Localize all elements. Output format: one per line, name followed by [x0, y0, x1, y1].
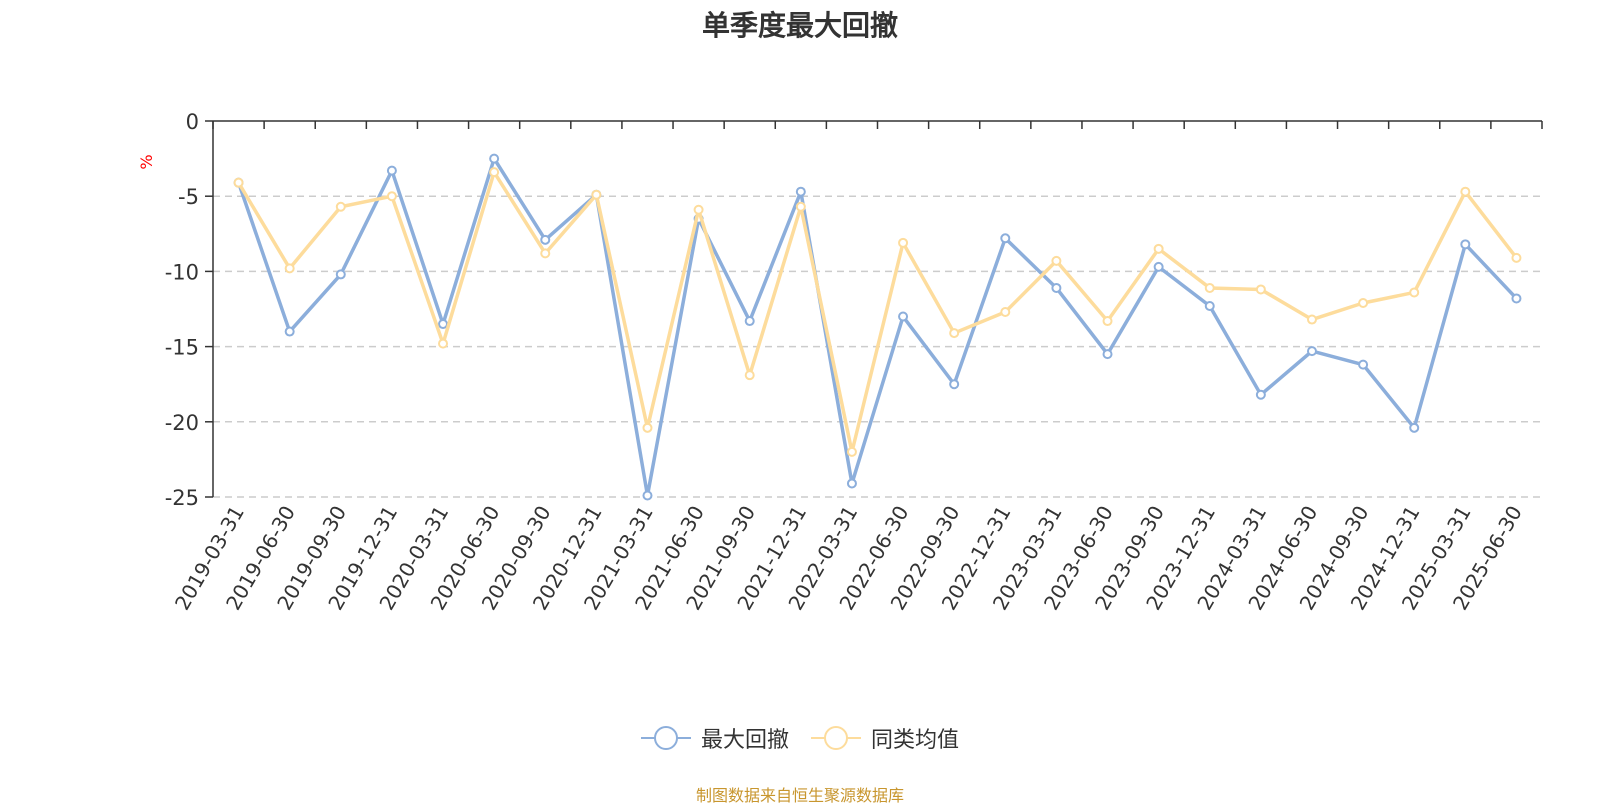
data-point [1204, 300, 1215, 311]
data-point [1255, 389, 1266, 400]
data-point [1358, 297, 1369, 308]
data-point [642, 490, 653, 501]
data-point [693, 204, 704, 215]
data-point [795, 201, 806, 212]
series-0 [233, 153, 1522, 501]
source-note: 制图数据来自恒生聚源数据库 [695, 786, 904, 805]
data-point [335, 201, 346, 212]
data-point [284, 263, 295, 274]
y-tick-label: -5 [178, 185, 199, 209]
data-point [1051, 255, 1062, 266]
y-tick-label: -15 [165, 336, 199, 360]
data-point [284, 326, 295, 337]
data-point [386, 165, 397, 176]
chart-title: 单季度最大回撤 [701, 9, 898, 42]
data-point [335, 269, 346, 280]
y-tick-label: -20 [165, 411, 199, 435]
legend-item-peer-average[interactable]: 同类均值 [811, 722, 959, 754]
legend: 最大回撤 同类均值 [0, 722, 1600, 754]
data-point [591, 189, 602, 200]
data-point [846, 478, 857, 489]
data-point [489, 153, 500, 164]
data-point [1000, 233, 1011, 244]
legend-item-max-drawdown[interactable]: 最大回撤 [640, 722, 789, 754]
y-tick-label: 0 [186, 110, 199, 134]
data-point [233, 177, 244, 188]
y-tick-label: -25 [165, 486, 199, 510]
data-point [1153, 243, 1164, 254]
data-point [1409, 422, 1420, 433]
data-point [1358, 359, 1369, 370]
legend-swatch-icon [811, 726, 861, 750]
data-point [1511, 293, 1522, 304]
data-point [1102, 316, 1113, 327]
y-tick-label: -10 [165, 260, 199, 284]
data-point [744, 370, 755, 381]
data-point [795, 186, 806, 197]
data-point [1102, 349, 1113, 360]
data-point [1460, 186, 1471, 197]
series-1 [233, 167, 1522, 457]
data-point [1511, 252, 1522, 263]
data-point [1153, 261, 1164, 272]
data-point [1051, 282, 1062, 293]
data-point [1204, 282, 1215, 293]
data-point [1306, 346, 1317, 357]
data-point [1460, 239, 1471, 250]
data-point [898, 311, 909, 322]
data-point [540, 248, 551, 259]
data-point [438, 319, 449, 330]
data-point [1000, 307, 1011, 318]
axes: 0-5-10-15-20-252019-03-312019-06-302019-… [165, 110, 1543, 614]
data-point [1409, 287, 1420, 298]
data-point [386, 191, 397, 202]
series-line [237, 170, 1518, 454]
data-point [898, 237, 909, 248]
y-axis-unit-label: % [137, 154, 156, 169]
series-line [236, 156, 1518, 498]
data-point [949, 328, 960, 339]
data-point [540, 234, 551, 245]
data-point [642, 422, 653, 433]
data-point [949, 379, 960, 390]
legend-swatch-icon [640, 726, 691, 750]
legend-label: 最大回撤 [700, 728, 789, 753]
data-point [1306, 314, 1317, 325]
legend-label: 同类均值 [871, 728, 960, 753]
data-point [438, 338, 449, 349]
data-point [744, 316, 755, 327]
data-point [846, 446, 857, 457]
series [233, 153, 1522, 501]
data-point [489, 167, 500, 178]
data-point [1255, 284, 1266, 295]
